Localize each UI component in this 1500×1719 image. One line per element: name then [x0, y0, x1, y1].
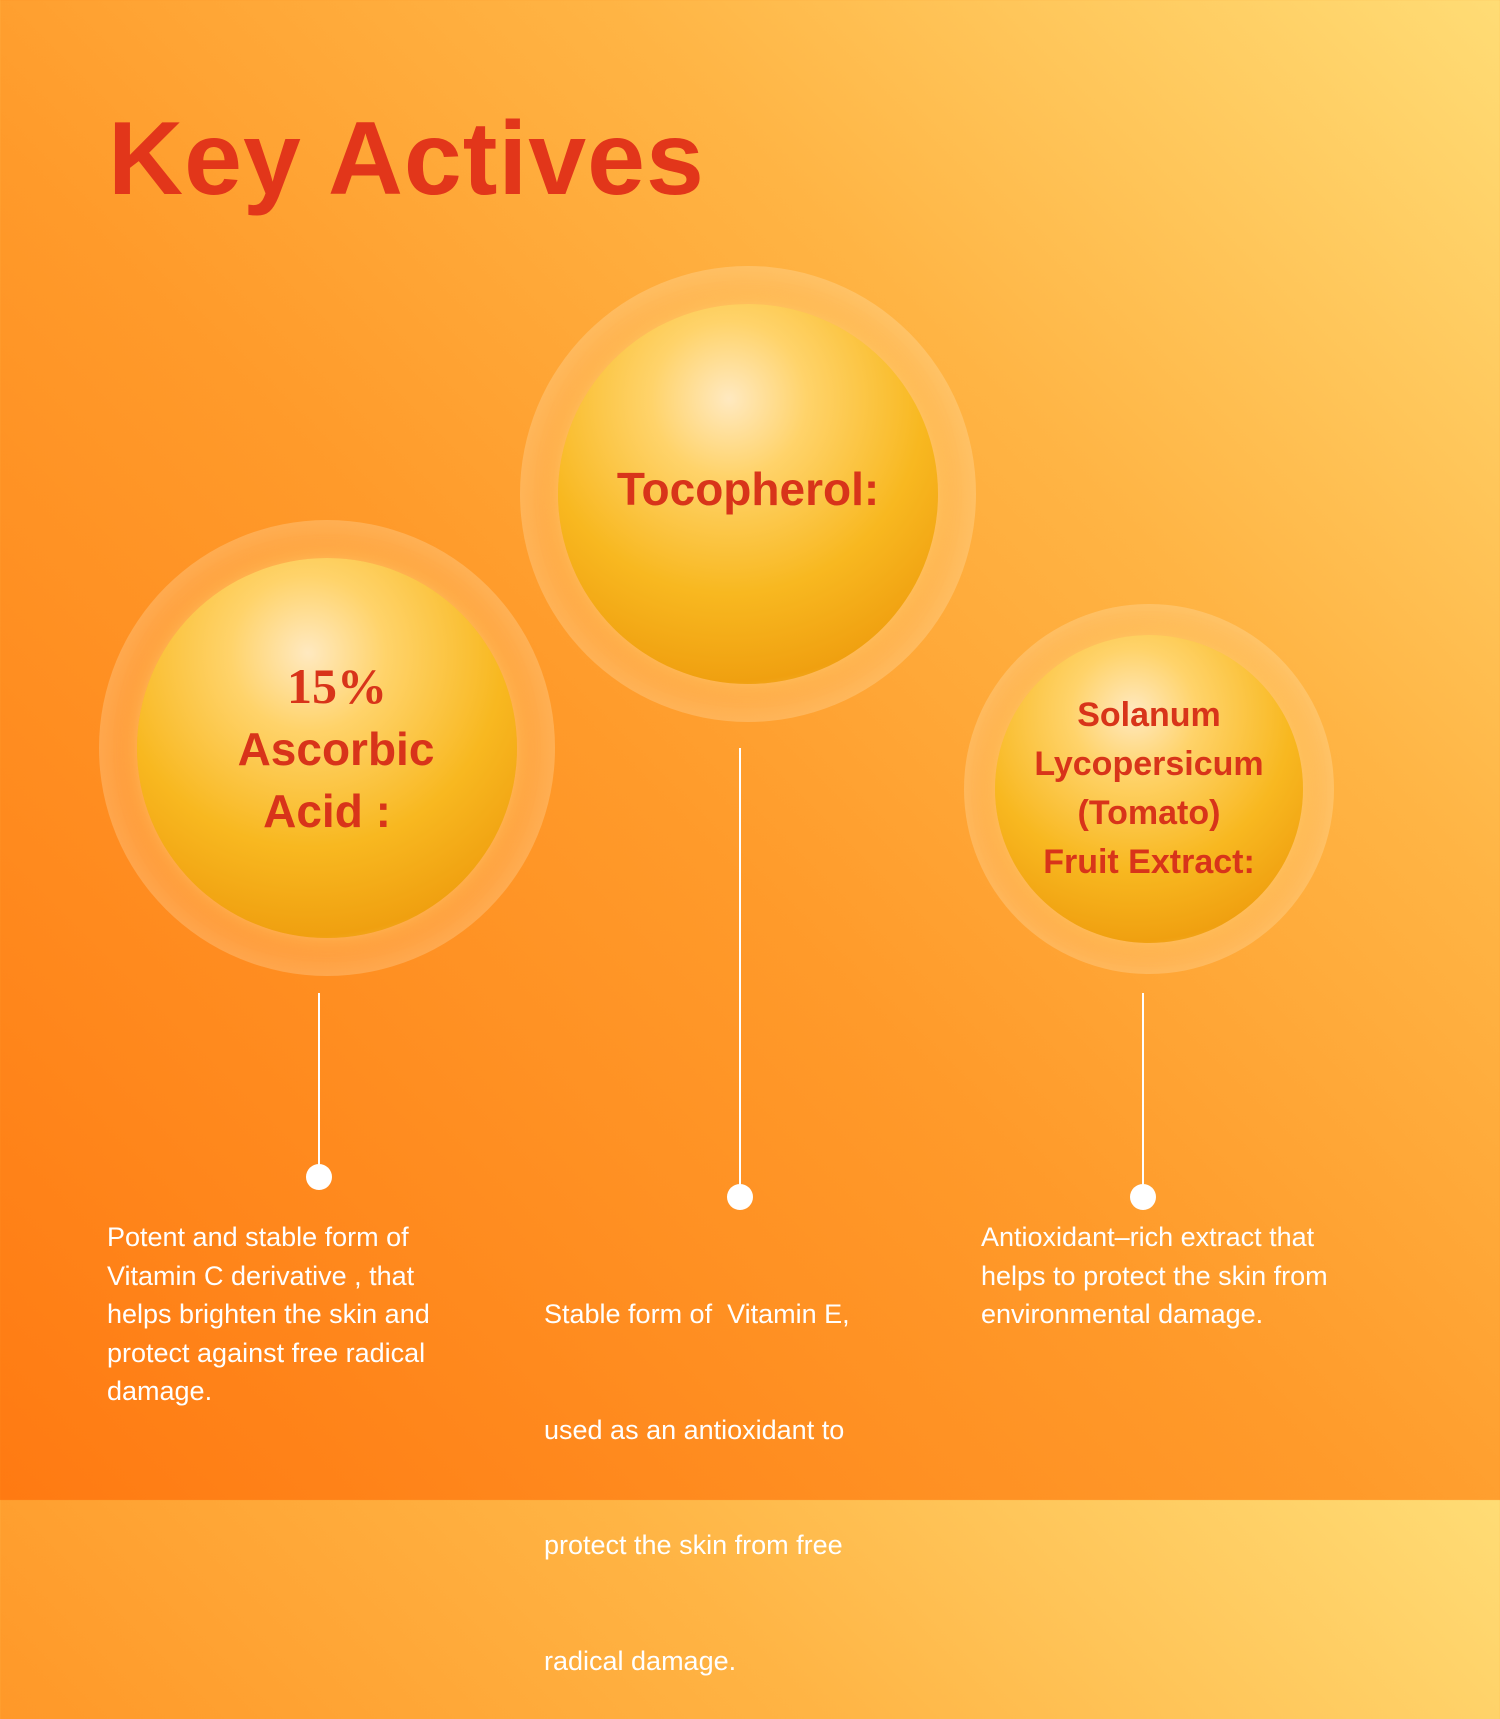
page-title: Key Actives [108, 101, 705, 217]
ascorbic-name-line1: Ascorbic [237, 723, 435, 775]
desc-line: helps brighten the skin and [107, 1299, 430, 1329]
connector-dot-1 [306, 1164, 332, 1190]
connector-dot-2 [727, 1184, 753, 1210]
desc-line: Antioxidant–rich extract that [981, 1222, 1315, 1252]
connector-line-2 [739, 748, 741, 1188]
desc-line: Vitamin C derivative , that [107, 1260, 415, 1291]
desc-line: radical damage. [544, 1645, 737, 1676]
desc-line: Stable form of Vitamin E, [544, 1299, 850, 1329]
tocopherol-description: Stable form of Vitamin E, used as an ant… [544, 1218, 850, 1719]
ascorbic-percent: 15% [287, 658, 387, 714]
tomato-name-line4: Fruit Extract: [1043, 843, 1255, 881]
connector-line-3 [1142, 993, 1144, 1188]
connector-dot-3 [1130, 1184, 1156, 1210]
tomato-name-line2: Lycopersicum [1034, 745, 1264, 783]
tomato-name-line1: Solanum [1077, 696, 1221, 734]
desc-line: Potent and stable form of [107, 1222, 409, 1252]
desc-line: helps to protect the skin from [981, 1260, 1328, 1291]
tocopherol-name: Tocopherol: [616, 463, 880, 515]
desc-line: damage. [107, 1376, 213, 1406]
desc-line: protect the skin from free [544, 1530, 843, 1560]
tomato-name-line3: (Tomato) [1077, 794, 1221, 832]
tocopherol-core: Tocopherol: [558, 304, 938, 684]
tomato-description: Antioxidant–rich extract that helps to p… [981, 1218, 1328, 1334]
desc-line: used as an antioxidant to [544, 1414, 845, 1445]
desc-line: protect against free radical [107, 1337, 426, 1368]
ascorbic-name-line2: Acid : [263, 785, 391, 837]
desc-line: environmental damage. [981, 1299, 1264, 1329]
connector-line-1 [318, 993, 320, 1168]
ascorbic-description: Potent and stable form of Vitamin C deri… [107, 1218, 430, 1411]
tomato-extract-core: Solanum Lycopersicum (Tomato) Fruit Extr… [995, 635, 1303, 943]
ascorbic-acid-core: 15% Ascorbic Acid : [137, 558, 517, 938]
